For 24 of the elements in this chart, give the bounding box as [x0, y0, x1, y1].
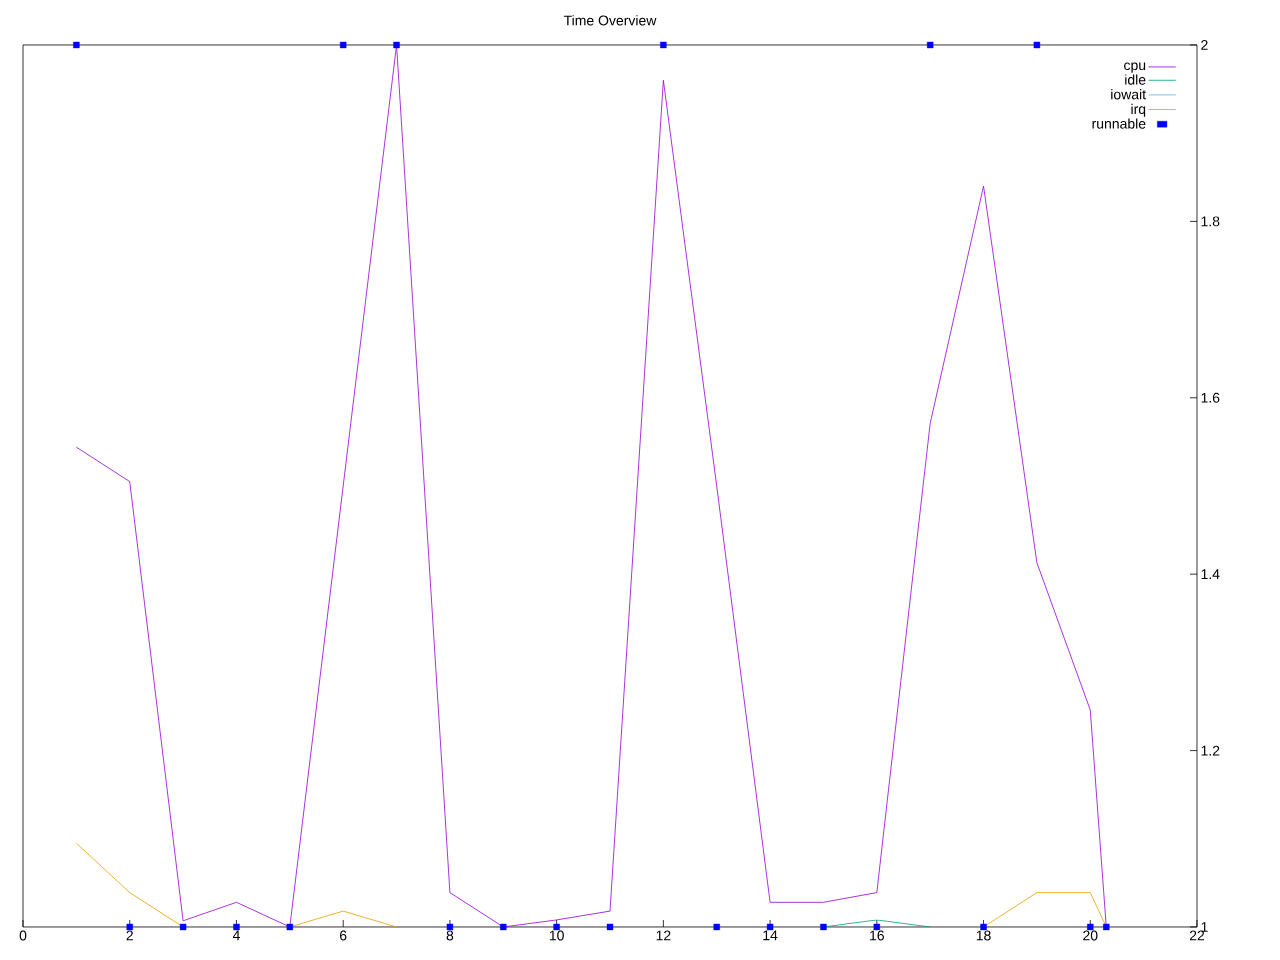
y-tick-label: 1.6	[1201, 392, 1220, 403]
legend-label: runnable	[1092, 118, 1146, 129]
y-tick-label: 1.8	[1201, 216, 1220, 227]
y-tick-label: 1	[1201, 922, 1208, 932]
x-tick-label: 10	[549, 930, 564, 941]
x-tick-label: 8	[446, 930, 454, 941]
legend-label: idle	[1125, 74, 1146, 85]
x-tick-label: 16	[870, 930, 884, 941]
x-tick-label: 18	[976, 930, 991, 941]
y-tick-label: 1.2	[1201, 745, 1220, 756]
y-tick-label: 2	[1201, 40, 1208, 50]
x-tick-label: 2	[126, 930, 133, 941]
legend-label: iowait	[1111, 89, 1146, 100]
chart-title: Time Overview	[563, 15, 657, 26]
x-tick-label: 0	[19, 930, 27, 941]
x-tick-label: 12	[656, 930, 671, 941]
x-tick-label: 22	[1189, 930, 1205, 941]
x-tick-label: 20	[1083, 930, 1098, 941]
legend-label: irq	[1131, 103, 1146, 117]
legend-label: cpu	[1124, 62, 1146, 73]
x-tick-label: 4	[232, 930, 240, 941]
x-tick-label: 6	[340, 930, 347, 941]
y-tick-label: 1.4	[1201, 569, 1220, 579]
x-tick-label: 14	[763, 930, 778, 941]
